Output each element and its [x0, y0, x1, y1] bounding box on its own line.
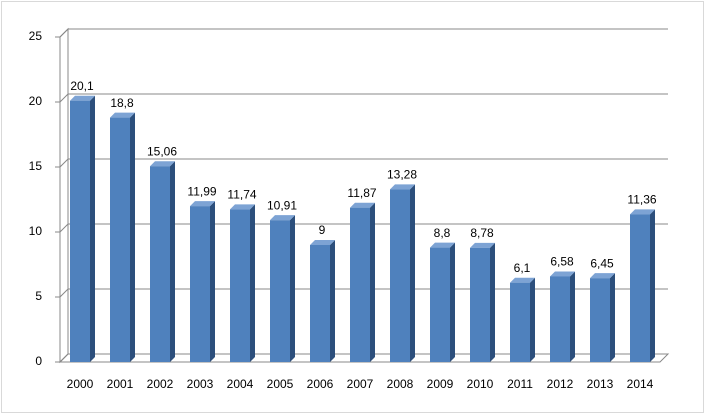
value-label: 11,99	[187, 184, 216, 198]
value-label: 8,8	[434, 226, 451, 240]
x-tick-label: 2005	[267, 377, 294, 391]
bar-side	[570, 271, 575, 362]
x-tick-label: 2006	[307, 377, 334, 391]
bar-top	[270, 215, 295, 221]
bar	[110, 117, 130, 362]
value-label: 20,1	[70, 79, 94, 93]
bar-side	[610, 273, 615, 362]
bar-top	[470, 242, 495, 248]
bar	[230, 209, 250, 362]
bar-top	[630, 209, 655, 215]
x-tick-label: 2009	[427, 377, 454, 391]
bar	[470, 247, 490, 362]
bar-side	[410, 184, 415, 362]
value-label: 11,36	[627, 192, 656, 206]
bar	[590, 278, 610, 362]
bar-top	[150, 161, 175, 167]
bar	[550, 276, 570, 362]
grid-line	[59, 158, 668, 168]
bar	[70, 100, 90, 362]
x-tick-label: 2010	[467, 377, 494, 391]
bar	[510, 282, 530, 362]
value-label: 10,91	[267, 198, 297, 212]
y-tick-label: 25	[29, 29, 43, 43]
x-tick-label: 2007	[347, 377, 374, 391]
x-tick-label: 2011	[507, 377, 533, 391]
bar-side	[650, 209, 655, 362]
value-label: 6,45	[590, 256, 614, 270]
x-tick-label: 2003	[187, 377, 214, 391]
value-label: 11,74	[227, 188, 256, 202]
bar-top	[510, 277, 535, 283]
grid-line	[59, 223, 668, 233]
grid-line	[59, 288, 668, 298]
bar-top	[190, 201, 215, 207]
value-label: 13,28	[387, 168, 417, 182]
y-tick-label: 5	[35, 289, 42, 303]
bar	[190, 206, 210, 362]
x-tick-label: 2014	[627, 377, 654, 391]
bar-top	[350, 202, 375, 208]
value-label: 8,78	[470, 226, 494, 240]
bar-side	[170, 161, 175, 362]
bar-side	[250, 204, 255, 362]
x-tick-label: 2012	[547, 377, 574, 391]
x-tick-label: 2001	[107, 377, 134, 391]
value-label: 18,8	[110, 96, 134, 110]
y-tick-label: 10	[29, 224, 43, 238]
bar	[310, 245, 330, 362]
y-tick-label: 15	[29, 159, 43, 173]
bar-top	[390, 184, 415, 190]
bar-side	[90, 95, 95, 362]
bar	[630, 214, 650, 362]
bar-side	[450, 242, 455, 362]
bar-side	[530, 277, 535, 362]
bar-top	[70, 95, 95, 101]
bar-side	[130, 112, 135, 362]
bar-top	[590, 273, 615, 279]
bar-top	[110, 112, 135, 118]
value-label: 6,1	[514, 261, 531, 275]
value-label: 11,87	[347, 186, 376, 200]
bar	[390, 189, 410, 362]
bar	[350, 207, 370, 362]
grid-line	[59, 93, 668, 103]
bar-side	[490, 242, 495, 362]
y-tick-label: 20	[29, 94, 43, 108]
bar	[150, 166, 170, 362]
bar	[270, 220, 290, 362]
grid-line	[59, 353, 668, 363]
bar-top	[550, 271, 575, 277]
bar-top	[310, 240, 335, 245]
x-tick-label: 2002	[147, 377, 174, 391]
bar	[430, 247, 450, 362]
value-label: 9	[319, 223, 326, 237]
x-tick-label: 2013	[587, 377, 614, 391]
x-tick-label: 2004	[227, 377, 254, 391]
bar-top	[430, 242, 455, 248]
grid-line	[59, 28, 668, 38]
bar-top	[230, 204, 255, 210]
value-label: 6,58	[550, 255, 574, 269]
x-tick-label: 2008	[387, 377, 414, 391]
bar-side	[330, 240, 335, 362]
value-label: 15,06	[147, 144, 177, 158]
bar-side	[210, 201, 215, 362]
x-tick-label: 2000	[67, 377, 94, 391]
y-tick-label: 0	[35, 354, 42, 368]
bar-side	[290, 215, 295, 362]
bar-side	[370, 202, 375, 362]
